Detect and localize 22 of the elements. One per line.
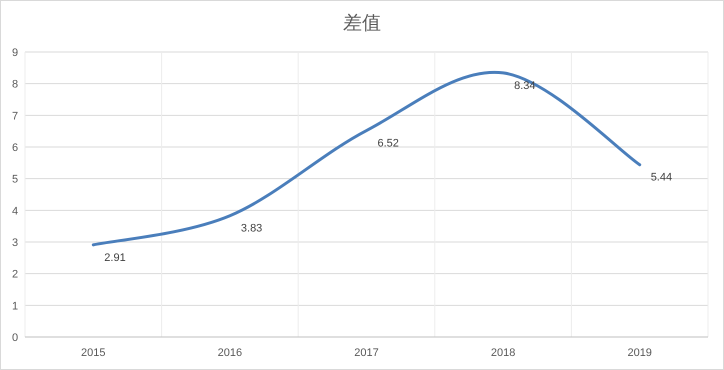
data-label: 8.34: [514, 80, 536, 92]
y-tick-label: 4: [12, 205, 18, 218]
data-label: 3.83: [240, 222, 262, 235]
y-tick-label: 3: [12, 237, 18, 249]
x-tick-label: 2016: [218, 347, 242, 359]
line-series: [92, 70, 642, 246]
data-label: 5.44: [650, 172, 672, 184]
data-label: 2.91: [104, 252, 126, 264]
x-tick-label: 2019: [627, 347, 652, 359]
x-tick-label: 2017: [354, 347, 379, 359]
y-tick-label: 7: [12, 110, 18, 122]
y-tick-label: 2: [12, 268, 18, 281]
y-tick-label: 1: [12, 300, 18, 312]
y-tick-label: 5: [12, 174, 18, 186]
y-tick-label: 9: [12, 47, 18, 59]
x-tick-label: 2018: [490, 347, 516, 359]
y-tick-label: 0: [12, 332, 18, 344]
y-tick-label: 6: [12, 142, 18, 154]
data-label: 6.52: [378, 138, 399, 150]
y-tick-label: 8: [12, 78, 18, 91]
chart-title: 差值: [343, 13, 381, 34]
x-tick-label: 2015: [81, 347, 106, 359]
